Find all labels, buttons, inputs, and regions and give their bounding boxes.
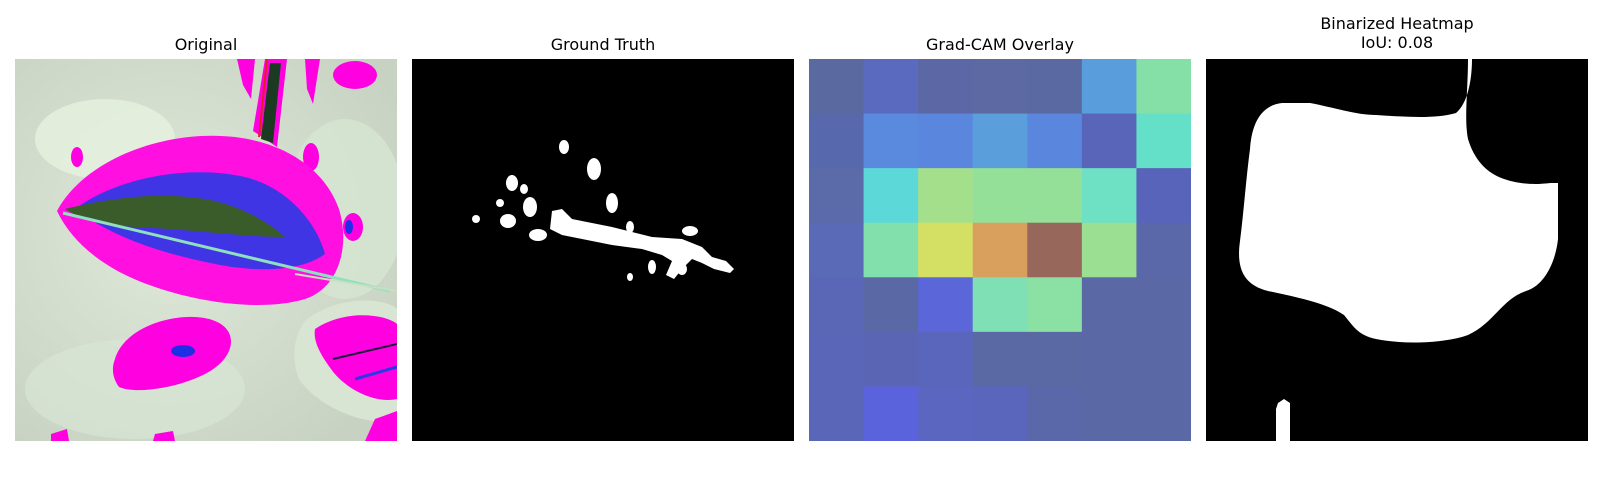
- heatmap-cell: [1136, 386, 1191, 441]
- mask-hole: [1484, 127, 1504, 143]
- heatmap-cell: [1081, 277, 1137, 333]
- heatmap-cell: [1136, 168, 1191, 224]
- heatmap-cell: [972, 113, 1028, 169]
- heatmap-cell: [1136, 59, 1191, 115]
- heatmap-cell: [918, 277, 974, 333]
- heatmap-cell: [1136, 113, 1191, 169]
- heatmap-cell: [918, 168, 974, 224]
- heatmap-cell: [863, 386, 919, 441]
- heatmap-cell: [972, 331, 1028, 387]
- heatmap-cell: [918, 222, 974, 278]
- heatmap-cell: [918, 113, 974, 169]
- heatmap-cell: [918, 331, 974, 387]
- heatmap-cell: [1081, 59, 1137, 115]
- heatmap-cell: [1027, 113, 1083, 169]
- heatmap-cell: [809, 113, 865, 169]
- heatmap-cell: [1027, 386, 1083, 441]
- ground-truth-title: Ground Truth: [550, 35, 656, 54]
- heatmap-cell: [863, 277, 919, 333]
- heatmap-cell: [972, 59, 1028, 115]
- heatmap-cell: [1027, 277, 1083, 333]
- heatmap-cell: [918, 59, 974, 115]
- heatmap-cell: [1081, 386, 1137, 441]
- heatmap-cell: [1081, 113, 1137, 169]
- heatmap-cell: [972, 222, 1028, 278]
- heatmap-cell: [809, 222, 865, 278]
- heatmap-cell: [1027, 168, 1083, 224]
- ground-truth-mask: [412, 59, 794, 441]
- heatmap-cell: [863, 59, 919, 115]
- heatmap-cell: [863, 113, 919, 169]
- heatmap-cell: [918, 386, 974, 441]
- heatmap-cell: [863, 222, 919, 278]
- heatmap-cell: [1027, 222, 1083, 278]
- heatmap-cell: [1136, 331, 1191, 387]
- heatmap-cell: [809, 331, 865, 387]
- heatmap-cell: [972, 168, 1028, 224]
- original-title: Original: [174, 35, 238, 54]
- heatmap-cell: [972, 277, 1028, 333]
- heatmap-cell: [1027, 331, 1083, 387]
- binarized-heatmap: [1206, 59, 1588, 441]
- heatmap-cell: [972, 386, 1028, 441]
- heatmap-cell: [809, 386, 865, 441]
- heatmap-cell: [1081, 222, 1137, 278]
- heatmap-cell: [809, 168, 865, 224]
- original-image: [15, 59, 397, 441]
- gradcam-overlay: [809, 59, 1191, 441]
- heatmap-cell: [1027, 59, 1083, 115]
- heatmap-cell: [809, 277, 865, 333]
- heatmap-cell: [1081, 331, 1137, 387]
- heatmap-cell: [863, 331, 919, 387]
- bottom-blob: [112, 316, 232, 391]
- heatmap-cell: [1081, 168, 1137, 224]
- heatmap-cell: [1136, 222, 1191, 278]
- heatmap-cell: [809, 59, 865, 115]
- mask-regions: [472, 140, 734, 281]
- heatmap-cell: [1136, 277, 1191, 333]
- binarized-heatmap-title: Binarized Heatmap IoU: 0.08: [1320, 14, 1474, 52]
- gradcam-overlay-title: Grad-CAM Overlay: [926, 35, 1074, 54]
- binary-mask: [1239, 59, 1558, 441]
- heatmap-cell: [863, 168, 919, 224]
